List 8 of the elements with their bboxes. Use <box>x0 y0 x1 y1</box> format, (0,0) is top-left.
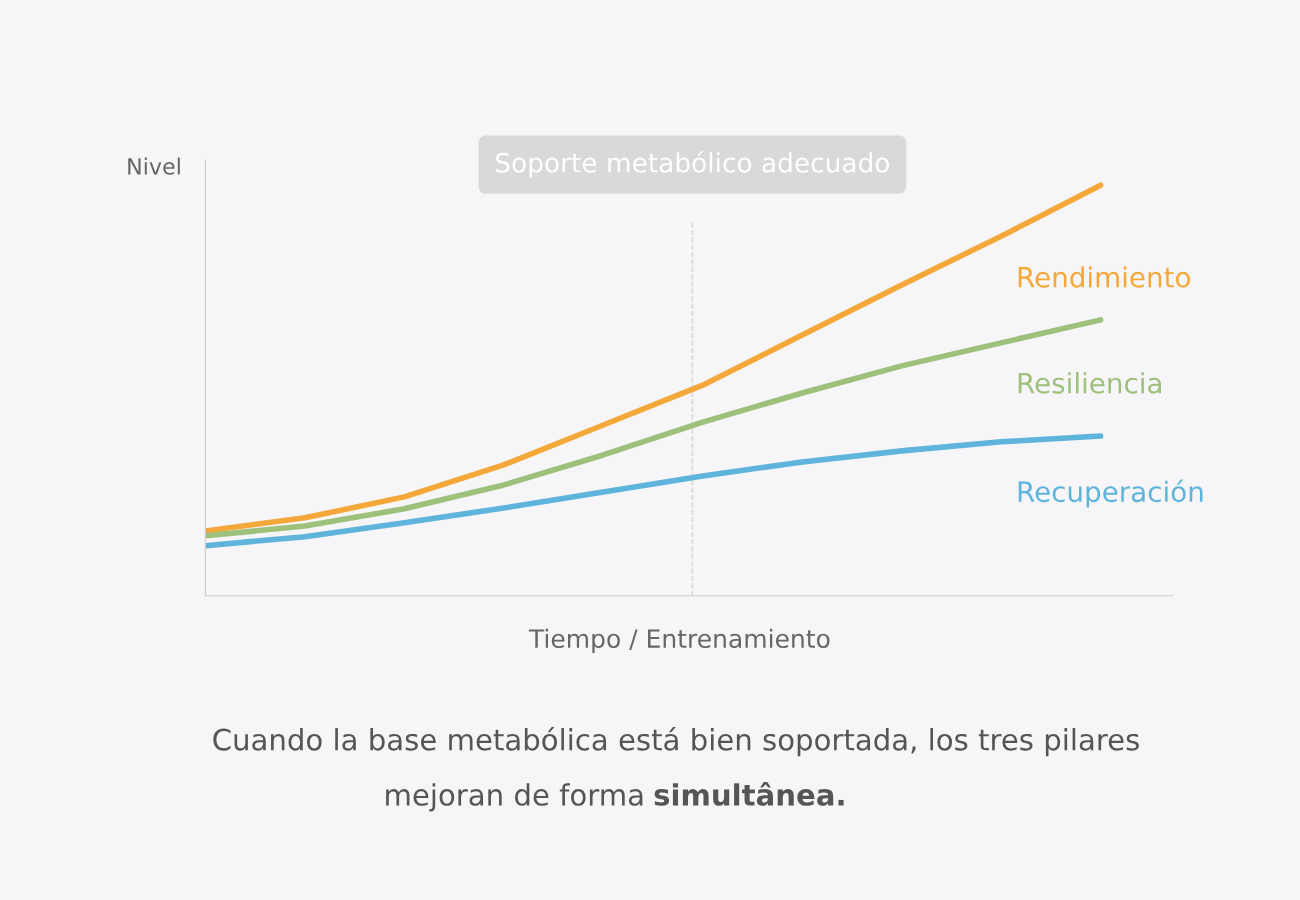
y-axis-title: Nivel <box>128 157 180 175</box>
text: Cuando la base metabólica está bien soportada, los tres pilares <box>213 726 1139 757</box>
text: simultânea. <box>654 782 844 806</box>
series-label: Rendimiento <box>1018 266 1190 288</box>
text: mejoran de forma <box>386 783 643 812</box>
series-label: Recuperación <box>1018 479 1203 508</box>
series-label: Resiliencia <box>1018 372 1161 394</box>
x-axis-title: Tiempo / Entrenamiento <box>528 628 830 653</box>
